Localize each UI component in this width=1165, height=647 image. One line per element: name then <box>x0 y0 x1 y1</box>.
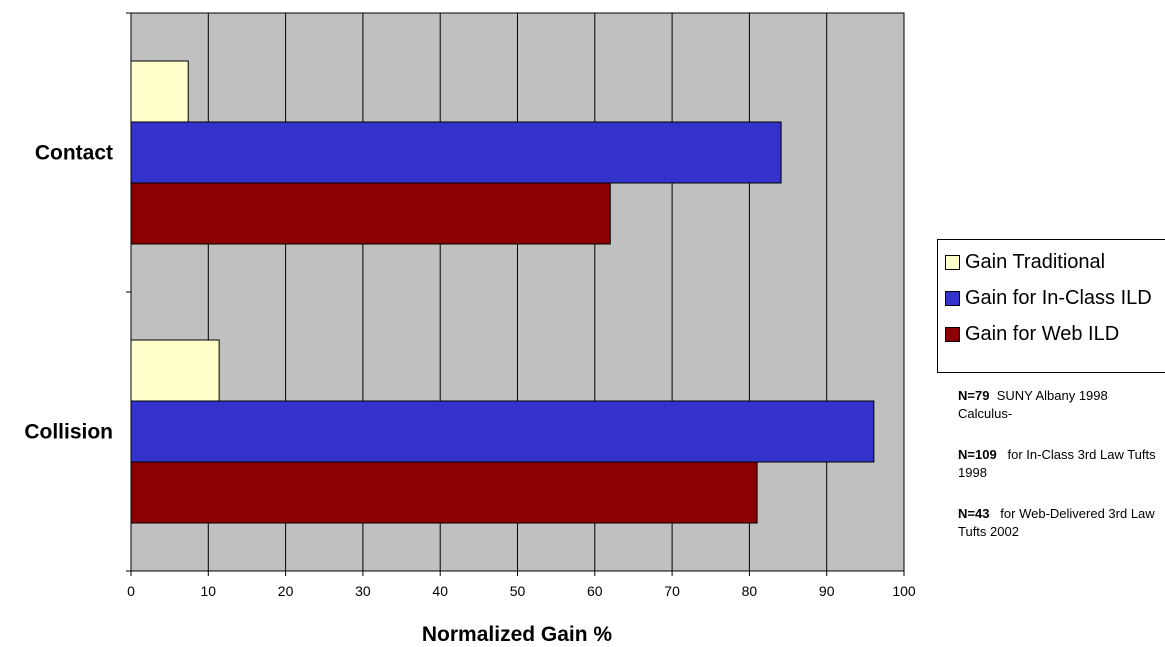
legend-label: Gain Traditional <box>965 250 1106 273</box>
sample-description: for In-Class 3rd Law Tufts 1998 <box>958 447 1156 480</box>
legend-swatch <box>945 290 960 306</box>
sample-size: N=109 <box>958 447 997 462</box>
category-label: Collision <box>24 421 113 444</box>
legend: Gain Traditional Gain for In-Class ILD G… <box>937 239 1165 373</box>
x-tick-label: 50 <box>510 583 526 599</box>
axes <box>126 12 905 576</box>
category-labels: Contact Collision <box>24 142 113 444</box>
legend-swatch <box>945 254 960 270</box>
x-tick-label: 70 <box>664 583 680 599</box>
legend-item-in-class-ild: Gain for In-Class ILD <box>945 284 1152 312</box>
sample-note-traditional: N=79 SUNY Albany 1998 Calculus- <box>958 387 1163 423</box>
x-tick-labels: 0 10 20 30 40 50 60 70 80 90 100 <box>127 583 916 599</box>
x-tick-label: 10 <box>201 583 217 599</box>
category-label: Contact <box>35 142 113 165</box>
x-tick-label: 90 <box>819 583 835 599</box>
x-tick-label: 40 <box>432 583 448 599</box>
x-axis-title: Normalized Gain % <box>422 623 613 646</box>
bar <box>130 400 875 463</box>
x-tick-label: 60 <box>587 583 603 599</box>
legend-item-web-ild: Gain for Web ILD <box>945 320 1119 348</box>
x-tick-label: 80 <box>742 583 758 599</box>
legend-label: Gain for In-Class ILD <box>965 286 1152 309</box>
x-tick-label: 30 <box>355 583 371 599</box>
x-tick-label: 0 <box>127 583 135 599</box>
x-tick-label: 20 <box>278 583 294 599</box>
bar <box>130 461 758 524</box>
legend-swatch <box>945 326 960 342</box>
bar <box>130 339 220 402</box>
bar <box>130 60 189 123</box>
bar <box>130 182 611 245</box>
sample-description: SUNY Albany 1998 Calculus- <box>958 388 1108 421</box>
sample-note-web: N=43 for Web-Delivered 3rd Law Tufts 200… <box>958 505 1163 541</box>
bar <box>130 121 782 184</box>
sample-note-in-class: N=109 for In-Class 3rd Law Tufts 1998 <box>958 446 1163 482</box>
legend-label: Gain for Web ILD <box>965 322 1120 345</box>
x-tick-label: 100 <box>892 583 916 599</box>
sample-size: N=43 <box>958 506 990 521</box>
sample-size: N=79 <box>958 388 990 403</box>
sample-description: for Web-Delivered 3rd Law Tufts 2002 <box>958 506 1155 539</box>
bars <box>130 60 875 524</box>
legend-item-traditional: Gain Traditional <box>945 248 1105 276</box>
